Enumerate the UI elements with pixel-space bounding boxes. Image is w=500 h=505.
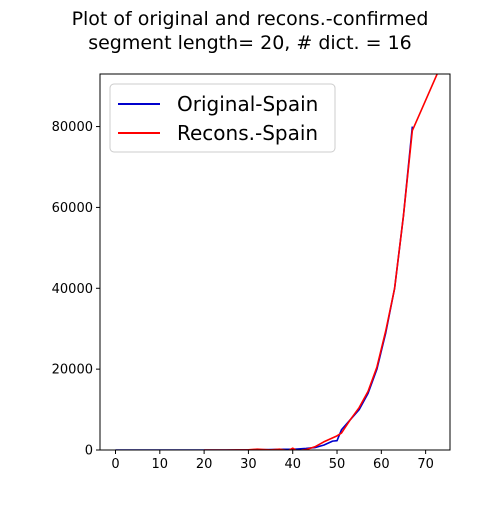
x-tick-label: 50 bbox=[329, 457, 346, 472]
legend-box bbox=[109, 83, 336, 153]
chart-title-group: Plot of original and recons.-confirmed s… bbox=[72, 8, 429, 54]
legend: Original-Spain Recons.-Spain bbox=[109, 83, 336, 153]
x-tick-label: 70 bbox=[417, 457, 434, 472]
y-tick-label: 0 bbox=[85, 444, 93, 459]
y-tick-label: 40000 bbox=[52, 282, 93, 297]
x-tick-label: 10 bbox=[152, 457, 169, 472]
axes-group: 0 10 20 30 40 50 60 70 0 20000 40000 60000 80000 bbox=[52, 120, 434, 472]
x-tick-label: 0 bbox=[111, 457, 119, 472]
chart-subtitle: segment length= 20, # dict. = 16 bbox=[88, 32, 412, 54]
y-tick-label: 20000 bbox=[52, 363, 93, 378]
x-tick-label: 60 bbox=[373, 457, 390, 472]
legend-label-0: Original-Spain bbox=[177, 92, 318, 116]
series-line-0 bbox=[115, 126, 414, 450]
y-tick-label: 80000 bbox=[52, 120, 93, 135]
legend-label-1: Recons.-Spain bbox=[177, 121, 318, 145]
plot-frame bbox=[99, 73, 451, 451]
x-tick-label: 30 bbox=[240, 457, 257, 472]
y-tick-label: 60000 bbox=[52, 201, 93, 216]
x-tick-label: 40 bbox=[284, 457, 301, 472]
chart-title: Plot of original and recons.-confirmed bbox=[72, 8, 429, 30]
x-tick-label: 20 bbox=[196, 457, 213, 472]
